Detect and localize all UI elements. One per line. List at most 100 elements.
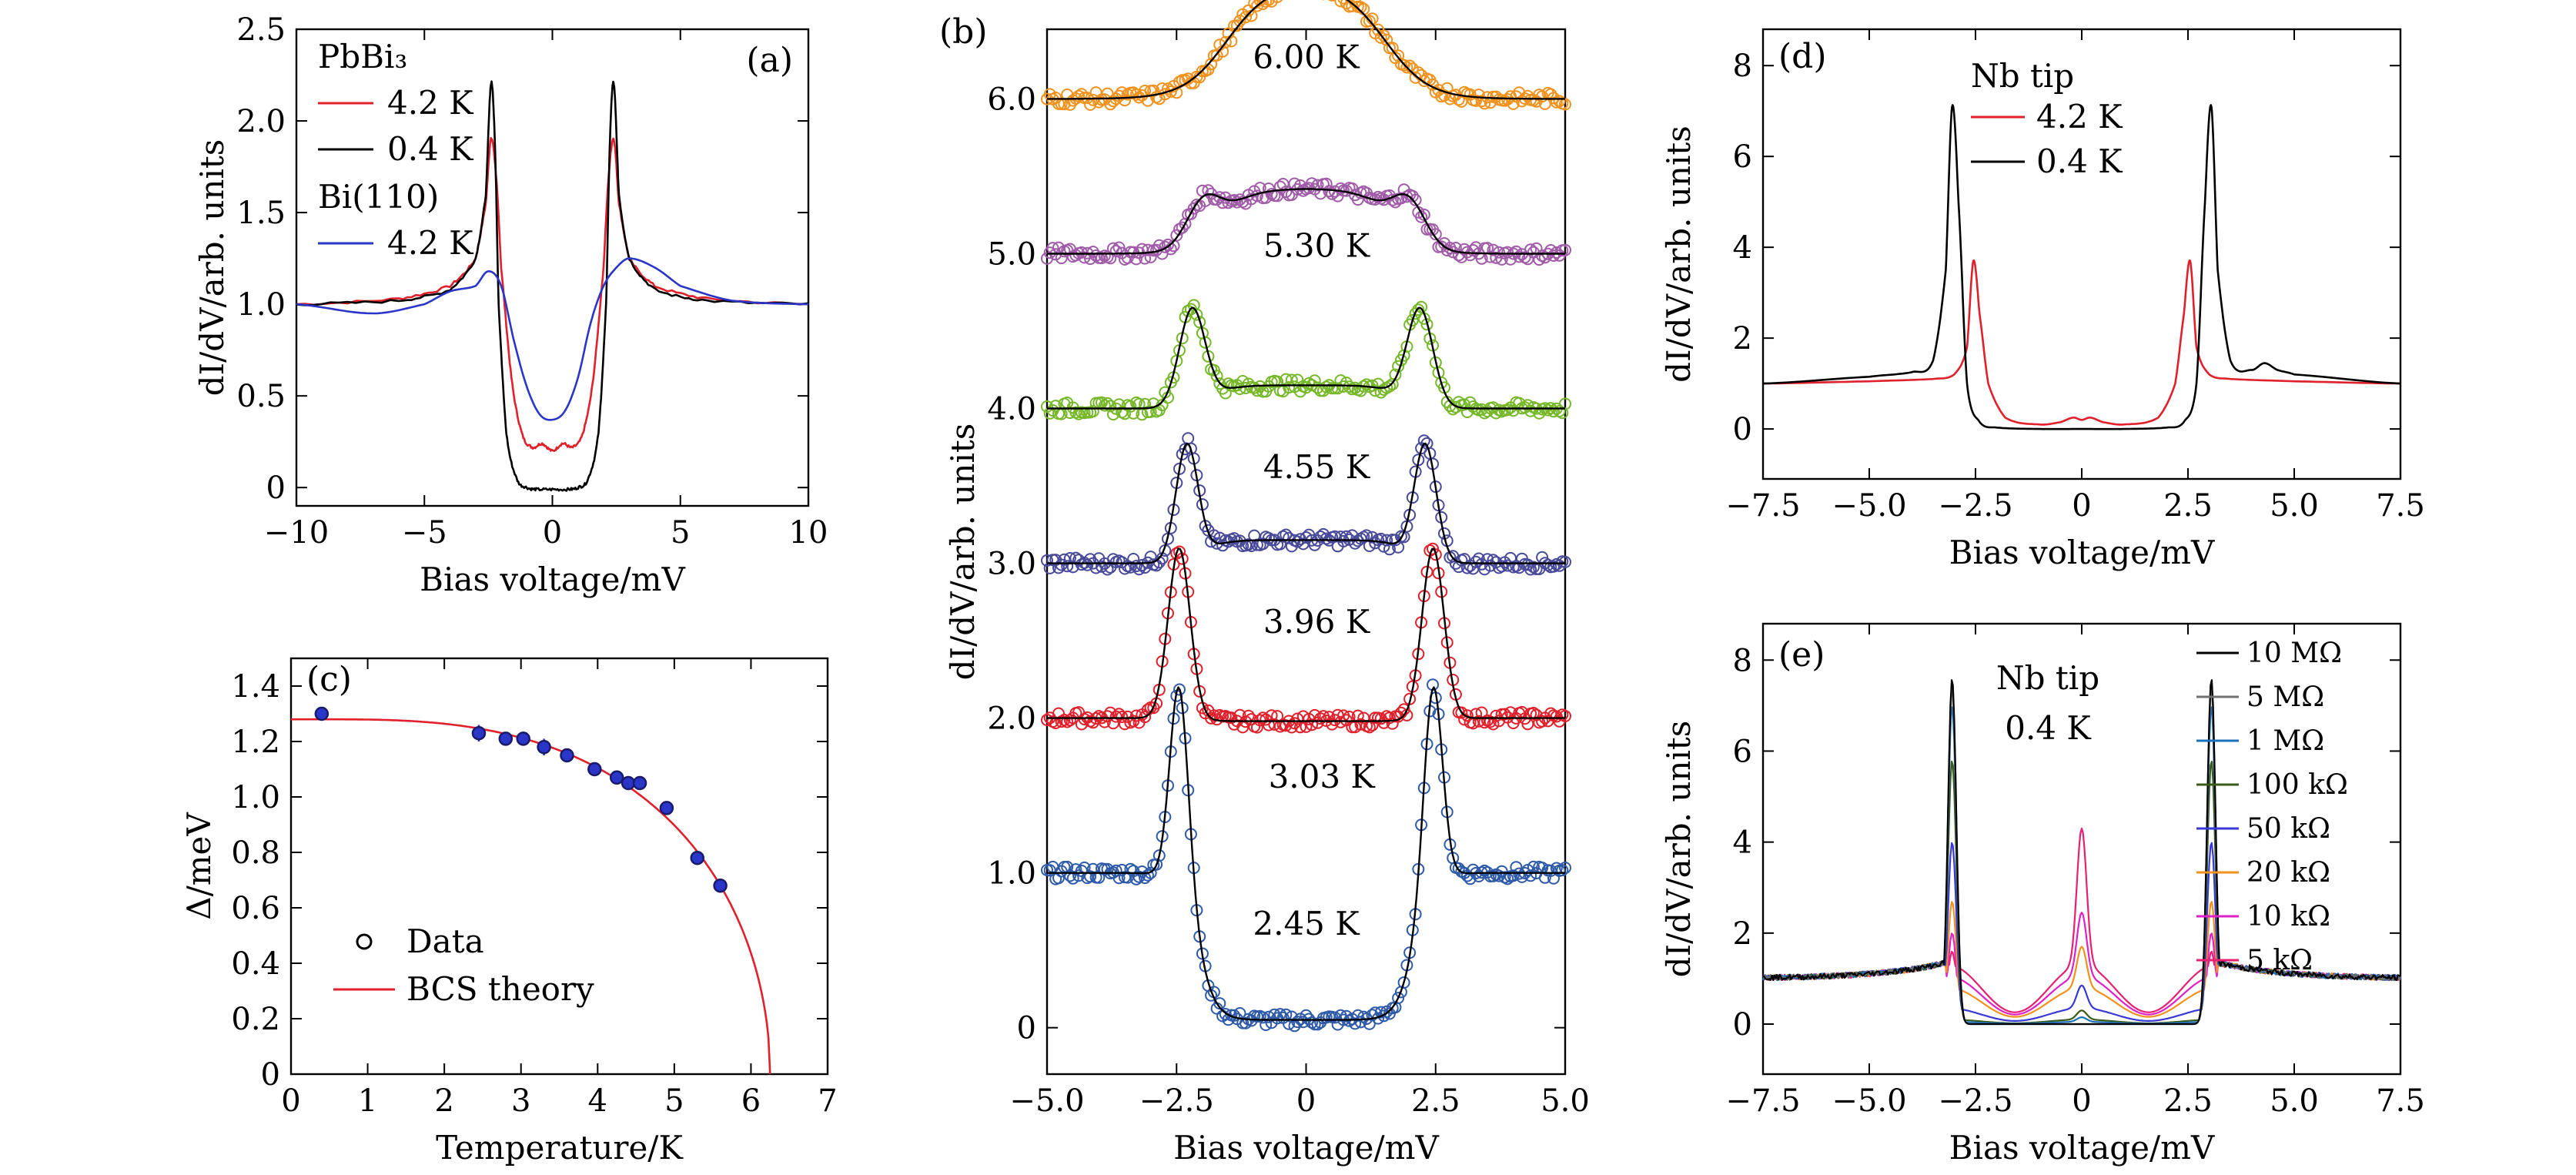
data-point (1072, 89, 1086, 102)
data-point (1415, 300, 1428, 313)
data-point (1112, 398, 1126, 411)
panel-label: (c) (306, 660, 352, 699)
legend-label: 50 kΩ (2246, 813, 2330, 845)
legend-label: 10 kΩ (2246, 901, 2330, 932)
data-point (1458, 398, 1471, 411)
y-tick-label: 6 (1733, 734, 1752, 769)
data-point (1323, 711, 1336, 724)
data-point (1380, 33, 1393, 46)
data-point (1092, 95, 1106, 109)
data-point (1089, 249, 1102, 262)
x-tick-label: −5 (402, 515, 447, 551)
data-point (1487, 554, 1500, 567)
data-point (1141, 869, 1154, 882)
data-point (1363, 15, 1376, 28)
data-point (1144, 405, 1157, 418)
data-point (1219, 35, 1232, 49)
x-tick-label: 5.0 (2270, 1083, 2319, 1119)
y-tick-label: 2 (1733, 916, 1752, 952)
data-point (1340, 530, 1353, 543)
legend-label: 5 MΩ (2246, 681, 2324, 713)
y-tick-label: 2.0 (236, 104, 286, 139)
data-point (1086, 862, 1099, 875)
data-point (1449, 242, 1462, 254)
legend-label: 20 kΩ (2246, 857, 2330, 889)
y-tick-label: 2.5 (236, 12, 286, 48)
y-tick-label: 0 (1733, 412, 1752, 447)
data-point (1182, 432, 1195, 445)
x-tick-label: 0 (1296, 1083, 1316, 1119)
data-point (1222, 377, 1235, 390)
x-tick-label: −7.5 (1725, 488, 1800, 524)
x-tick-label: 7 (818, 1083, 837, 1119)
y-tick-label: 0.2 (231, 1002, 280, 1037)
legend-title: Nb tip (1996, 659, 2099, 697)
data-point (1366, 531, 1379, 544)
data-point (1392, 992, 1405, 1005)
data-point (1173, 545, 1186, 558)
x-axis-title: Bias voltage/mV (1949, 1129, 2215, 1167)
y-tick-label: 0 (261, 1057, 280, 1093)
data-point (1272, 0, 1283, 3)
x-tick-label: −5.0 (1832, 488, 1906, 524)
data-point (1129, 709, 1142, 722)
data-point (1392, 49, 1405, 62)
series-label: 3.03 K (1269, 758, 1377, 795)
data-point (1260, 0, 1273, 8)
data-point (1314, 712, 1327, 725)
data-point (1193, 316, 1206, 329)
data-point (1501, 559, 1514, 572)
y-tick-label: 1.0 (231, 780, 280, 815)
data-point (1205, 711, 1218, 725)
data-point (1346, 0, 1359, 12)
legend-label: 10 MΩ (2246, 638, 2342, 669)
data-point (1061, 560, 1074, 573)
data-point (1559, 710, 1571, 722)
x-tick-label: −5.0 (1009, 1083, 1084, 1119)
legend-label: BCS theory (406, 970, 594, 1008)
legend-label: 0.4 K (387, 130, 474, 168)
data-point (1096, 560, 1108, 573)
data-point (659, 801, 674, 815)
data-point (1427, 542, 1439, 555)
series-label: 4.55 K (1263, 448, 1371, 486)
data-point (1481, 553, 1494, 566)
data-point (1354, 718, 1367, 731)
data-point (1300, 531, 1313, 544)
legend-label: 0.4 K (2036, 142, 2123, 180)
legend-title: Bi(110) (318, 178, 439, 216)
x-axis-title: Temperature/K (436, 1129, 684, 1167)
data-point (1210, 193, 1223, 206)
data-point (1351, 1009, 1364, 1022)
plot-frame (295, 28, 810, 507)
data-point (1524, 869, 1537, 882)
fit-line-2 (1047, 442, 1565, 564)
fit-line-1 (1047, 547, 1565, 722)
data-point (1349, 1017, 1362, 1030)
x-tick-label: 7.5 (2376, 1083, 2425, 1119)
data-point (1153, 849, 1166, 862)
x-tick-label: 5 (664, 1083, 684, 1119)
data-point (1268, 718, 1281, 731)
panel-d: −7.5 −5.0 −2.5 0 2.5 5.0 7.5 0 2 4 6 8 Bias voltage/… (1660, 28, 2425, 571)
y-tick-label: 6.0 (987, 82, 1036, 117)
data-point (1429, 228, 1442, 241)
data-point (1271, 375, 1284, 388)
x-tick-label: 5.0 (1541, 1083, 1590, 1119)
x-tick-label: 0 (543, 515, 562, 551)
y-tick-label: 2.0 (987, 701, 1036, 737)
data-point (1521, 864, 1534, 876)
y-tick-label: 0 (1017, 1011, 1036, 1046)
data-point (1098, 399, 1111, 412)
y-tick-label: 0.4 (231, 946, 280, 982)
legend-label: 4.2 K (2036, 98, 2123, 136)
data-point (1397, 349, 1410, 362)
data-point (1559, 555, 1571, 568)
data-point (1190, 308, 1203, 321)
legend-label: 4.2 K (387, 84, 474, 122)
y-tick-label: 0.5 (236, 379, 286, 414)
series-line-1 (296, 80, 809, 492)
data-point (471, 725, 487, 741)
data-point (1069, 863, 1082, 876)
data-point (1265, 0, 1278, 8)
